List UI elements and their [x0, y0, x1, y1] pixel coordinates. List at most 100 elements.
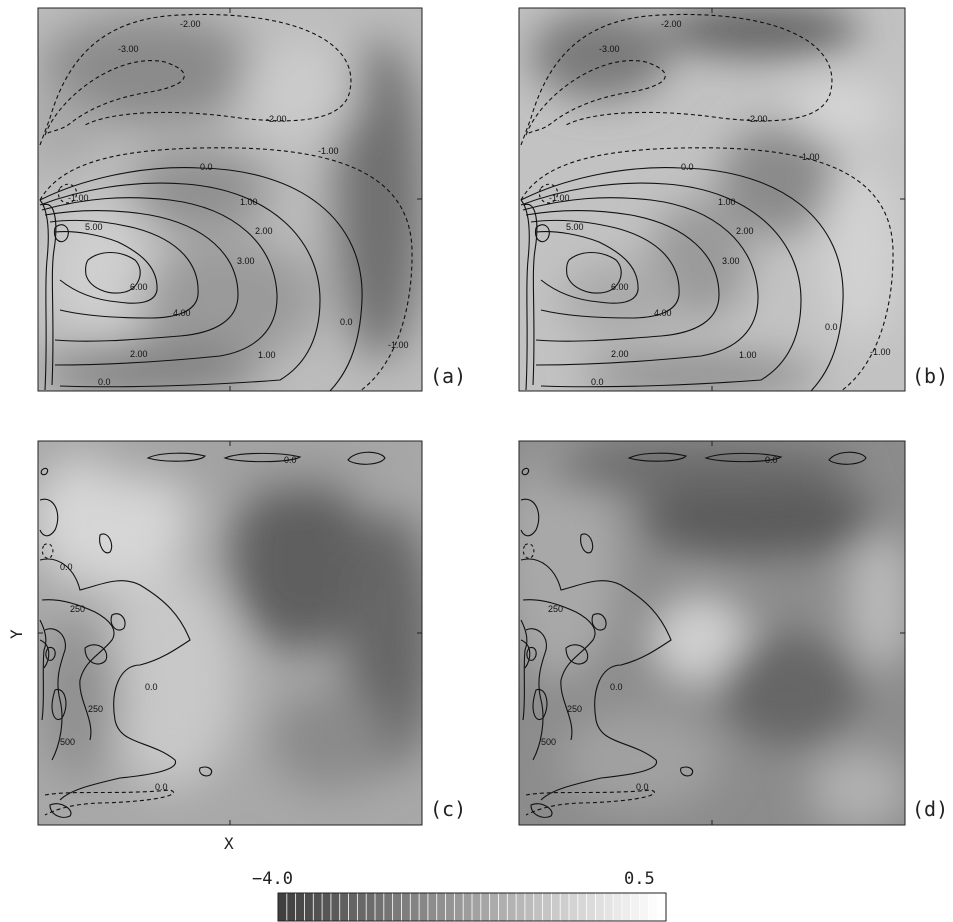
contour-c-r3: [45, 646, 56, 661]
contour-a-2: [41, 197, 278, 366]
colorbar-step: [463, 893, 473, 921]
contour-c-0a: [39, 558, 191, 801]
colorbar-step: [348, 893, 358, 921]
contour-label: 1.00: [240, 197, 258, 207]
contour-label: -1.00: [318, 146, 339, 156]
contour-label: 250: [548, 604, 563, 614]
colorbar-step: [454, 893, 464, 921]
contour-label: 0.0: [825, 322, 838, 332]
contour-label: 0.0: [340, 317, 353, 327]
contour-label: 3.00: [722, 256, 740, 266]
colorbar-step: [621, 893, 632, 921]
contour-label: -3.00: [599, 44, 620, 54]
contour-label: -1.00: [68, 193, 89, 203]
colorbar-step: [516, 893, 526, 921]
contour-label: 0.0: [610, 682, 623, 692]
colorbar-step: [639, 893, 649, 921]
contour-label: -1.00: [388, 340, 409, 350]
panel-b: -3.00 -2.00 -2.00 -1.00 -1.00 0.0 0.0 1.…: [518, 7, 948, 392]
panel-tag-a: (a): [430, 364, 466, 388]
contour-label: 4.00: [654, 308, 672, 318]
contour-label: 2.00: [736, 226, 754, 236]
contour-label: 6.00: [130, 282, 148, 292]
contour-label: 1.00: [718, 197, 736, 207]
contour-a-3: [44, 209, 239, 342]
colorbar-step: [445, 893, 455, 921]
colorbar-step: [507, 893, 517, 921]
contour-c-l1: [39, 498, 59, 537]
colorbar-step: [339, 893, 349, 921]
contour-label: -1.00: [870, 347, 891, 357]
contour-c-w2: [39, 639, 50, 669]
colorbar-step: [313, 893, 323, 921]
contour-c-s1: [40, 467, 49, 476]
panel-b-field: -3.00 -2.00 -2.00 -1.00 -1.00 0.0 0.0 1.…: [519, 8, 905, 391]
colorbar-step: [577, 893, 587, 921]
colorbar-step: [586, 893, 596, 921]
contour-c-w1: [39, 619, 47, 721]
contour-c-top2: [223, 452, 302, 463]
contour-c-bot2: [49, 803, 72, 818]
colorbar-step: [330, 893, 341, 921]
contour-label: 250: [70, 604, 85, 614]
contour-label: 2.00: [130, 349, 148, 359]
contour-c-r1: [110, 613, 126, 631]
panel-a-field: -3.00 -2.00 -2.00 -1.00 -1.00 0.0 0.0 1.…: [38, 8, 422, 391]
contour-label: 0.0: [591, 377, 604, 387]
colorbar-step: [604, 893, 614, 921]
colorbar-step: [286, 893, 296, 921]
colorbar-step: [480, 893, 490, 921]
contour-a-5: [54, 231, 158, 304]
contour-label: 0.0: [765, 455, 778, 465]
contour-label: 3.00: [237, 256, 255, 266]
colorbar-step: [410, 893, 420, 921]
contour-c-top1: [146, 452, 206, 462]
panel-tag-b: (b): [912, 364, 948, 388]
colorbar-step: [436, 893, 446, 921]
contour-c-top3: [347, 451, 386, 465]
colorbar-step: [551, 893, 561, 921]
contour-labels-a: -3.00 -2.00 -2.00 -1.00 -1.00 0.0 0.0 1.…: [68, 19, 409, 387]
panel-tag-d: (d): [912, 797, 948, 821]
panel-tag-c: (c): [430, 797, 466, 821]
contour-label: -2.00: [661, 19, 682, 29]
panel-d-field: 0.0 250 0.0 250 500 0.0: [519, 441, 905, 825]
contour-c-l3: [41, 543, 54, 559]
colorbar-step: [498, 893, 508, 921]
colorbar-step: [392, 893, 402, 921]
colorbar-step: [383, 893, 393, 921]
colorbar-step: [648, 893, 658, 921]
contour-c-r4: [51, 688, 67, 720]
contour-label: 1.00: [258, 350, 276, 360]
colorbar-step: [304, 893, 314, 921]
contour-c-r5: [199, 766, 213, 777]
colorbar-step: [357, 893, 367, 921]
colorbar-step: [613, 893, 623, 921]
panel-c-field: 0.0 0.0 250 0.0 250 500 0.0: [38, 441, 422, 825]
contour-a-m3: [44, 60, 185, 136]
contour-label: 5.00: [566, 222, 584, 232]
contour-label: 2.00: [255, 226, 273, 236]
colorbar-step: [472, 893, 482, 921]
contour-c-r2: [84, 644, 108, 665]
contour-c-l2: [99, 533, 113, 554]
colorbar-step: [533, 893, 543, 921]
contour-c-250: [41, 599, 115, 741]
contour-label: 0.0: [636, 782, 649, 792]
contour-a-1: [39, 182, 321, 388]
contour-label: 0.0: [155, 782, 168, 792]
colorbar-step: [366, 893, 376, 921]
colorbar-step: [419, 893, 429, 921]
contour-label: 0.0: [681, 162, 694, 172]
contour-a-0: [39, 167, 363, 391]
colorbar-step: [322, 893, 332, 921]
colorbar-step: [401, 893, 411, 921]
contour-label: 1.00: [739, 350, 757, 360]
colorbar-step: [524, 893, 535, 921]
colorbar-min-label: −4.0: [252, 869, 293, 889]
contour-a-w2: [42, 203, 57, 386]
contour-label: -1.00: [549, 193, 570, 203]
contour-c-500: [44, 628, 66, 761]
colorbar-step: [375, 893, 385, 921]
